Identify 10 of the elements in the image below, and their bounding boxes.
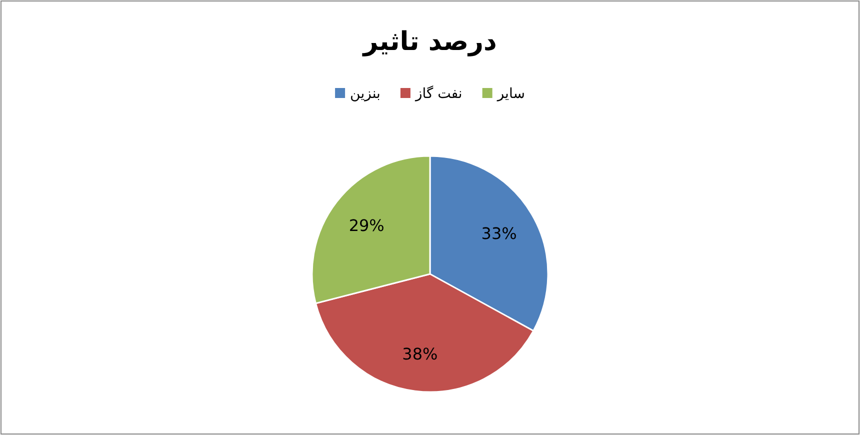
chart-title: درصد تاثیر — [361, 27, 497, 57]
data-label: 29% — [348, 216, 384, 235]
pie-slice — [311, 155, 431, 304]
legend-label: سایر — [496, 86, 525, 102]
pie-slice — [314, 273, 534, 393]
legend-label: نفت گاز — [414, 85, 462, 102]
legend-label: بنزین — [350, 86, 380, 102]
pie-slice — [429, 155, 549, 332]
data-label: 38% — [402, 344, 438, 364]
data-label: 33% — [481, 224, 517, 244]
